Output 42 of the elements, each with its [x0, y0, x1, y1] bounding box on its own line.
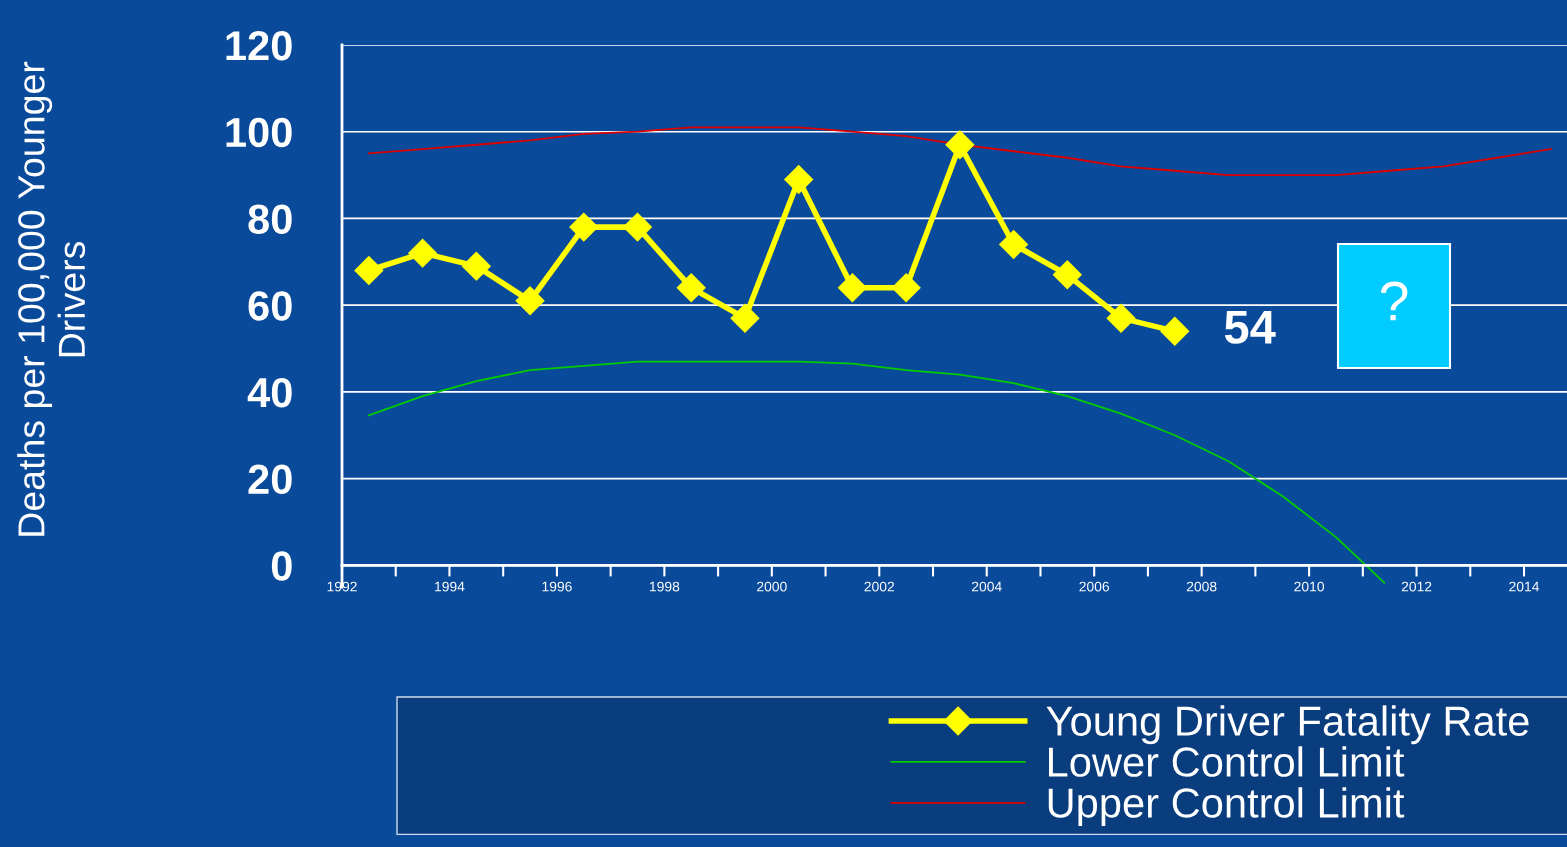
x-tick-label: 2014 [1509, 581, 1540, 592]
point [623, 212, 652, 242]
point [730, 303, 760, 333]
y-tick-label: 120 [226, 31, 292, 61]
legend-label: Lower Control Limit [1048, 746, 1405, 777]
x-tick-label: 2000 [757, 581, 787, 592]
point [1052, 260, 1082, 290]
x-tick-label: 2012 [1401, 581, 1432, 592]
point [891, 273, 921, 303]
legend-label: Upper Control Limit [1048, 787, 1405, 827]
x-tick-label: 2008 [1186, 581, 1217, 592]
line-series [367, 126, 1552, 176]
point [999, 230, 1029, 259]
y-tick-label: 40 [247, 377, 292, 408]
point [461, 251, 491, 281]
legend-label: Young Driver Fatality Rate [1046, 705, 1529, 745]
point [837, 273, 867, 303]
y-tick-label: 100 [226, 117, 292, 148]
y-axis-title: Deaths per 100,000 Younger Drivers [17, 61, 86, 536]
x-tick-label: 1998 [649, 581, 680, 592]
point [515, 286, 545, 316]
point [784, 164, 814, 194]
annotation: 54 [1224, 310, 1276, 344]
point [945, 130, 975, 160]
x-tick-label: 1994 [435, 581, 465, 592]
x-tick-label: 2002 [864, 581, 895, 592]
x-tick-label: 1996 [542, 581, 572, 592]
point [1106, 303, 1136, 333]
point [569, 212, 599, 242]
annotation: ? [1380, 281, 1408, 321]
x-tick-label: 2010 [1294, 581, 1325, 592]
y-tick-label: 20 [248, 464, 292, 495]
x-tick-label: 2004 [971, 581, 1002, 592]
x-tick-label: 1992 [327, 581, 357, 592]
point [408, 238, 438, 268]
point [1160, 316, 1190, 346]
y-tick-label: 60 [248, 291, 292, 321]
point [676, 273, 706, 303]
y-tick-label: 80 [248, 204, 292, 234]
point [354, 256, 384, 285]
x-tick-label: 2006 [1079, 581, 1110, 592]
y-tick-label: 0 [271, 551, 292, 581]
